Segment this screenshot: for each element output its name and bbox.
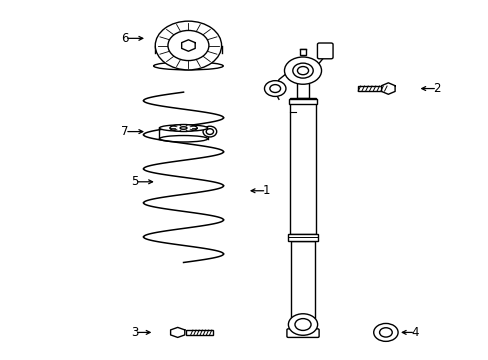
Ellipse shape bbox=[169, 125, 197, 131]
Bar bbox=[296, 69, 308, 98]
Circle shape bbox=[379, 328, 391, 337]
Polygon shape bbox=[182, 40, 195, 51]
Circle shape bbox=[284, 57, 321, 84]
Text: 3: 3 bbox=[131, 326, 138, 339]
Ellipse shape bbox=[206, 129, 213, 134]
Bar bbox=[357, 86, 387, 91]
Polygon shape bbox=[381, 83, 394, 94]
Bar bbox=[287, 234, 318, 241]
Text: 4: 4 bbox=[410, 326, 418, 339]
Circle shape bbox=[264, 81, 285, 96]
Text: 6: 6 bbox=[121, 32, 128, 45]
Ellipse shape bbox=[180, 127, 186, 129]
Circle shape bbox=[292, 63, 312, 78]
Bar bbox=[300, 49, 305, 55]
Text: 2: 2 bbox=[432, 82, 440, 95]
Circle shape bbox=[167, 31, 208, 60]
Circle shape bbox=[297, 67, 308, 75]
Text: 1: 1 bbox=[262, 184, 270, 197]
Bar bbox=[185, 330, 212, 335]
Ellipse shape bbox=[153, 62, 223, 70]
Bar bbox=[288, 99, 317, 104]
Circle shape bbox=[373, 323, 397, 341]
Ellipse shape bbox=[159, 135, 207, 142]
Circle shape bbox=[155, 21, 221, 70]
Ellipse shape bbox=[159, 125, 207, 131]
Text: 5: 5 bbox=[131, 175, 138, 188]
FancyBboxPatch shape bbox=[317, 43, 332, 59]
FancyBboxPatch shape bbox=[286, 329, 319, 337]
Text: 7: 7 bbox=[121, 125, 128, 138]
Circle shape bbox=[294, 319, 310, 330]
Circle shape bbox=[269, 85, 280, 93]
Circle shape bbox=[288, 314, 317, 335]
Polygon shape bbox=[170, 327, 184, 337]
Ellipse shape bbox=[203, 126, 216, 137]
Bar bbox=[291, 241, 314, 318]
Bar bbox=[290, 98, 315, 234]
